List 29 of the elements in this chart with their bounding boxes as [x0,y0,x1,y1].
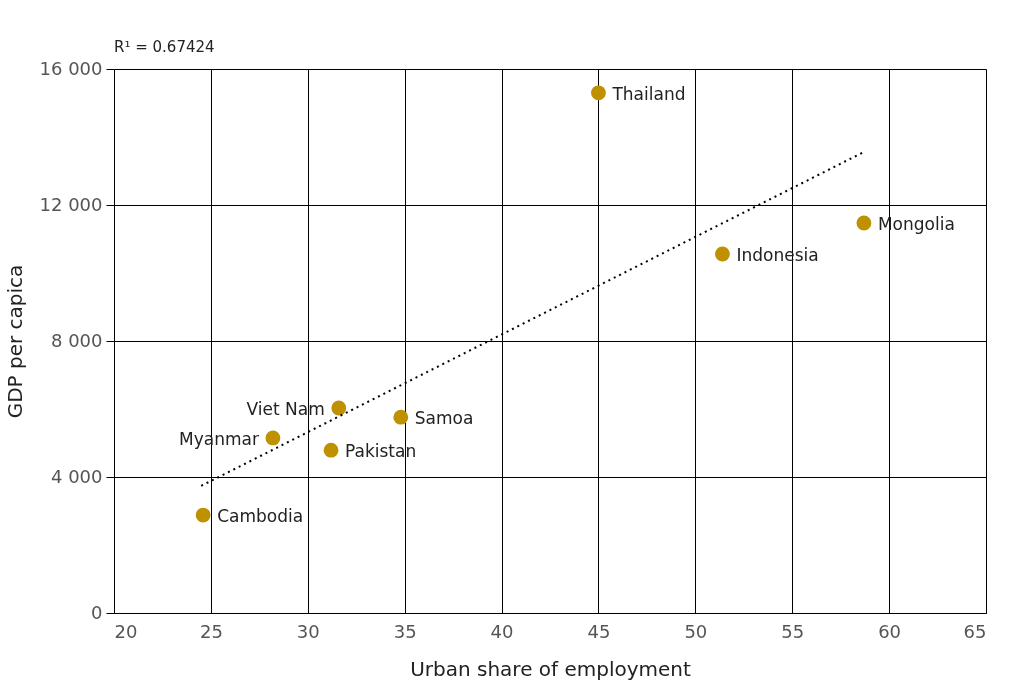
point [323,442,339,458]
point [856,215,872,231]
x-tick-label: 35 [393,620,417,642]
x-tick-label: 50 [684,620,708,642]
annotation: Thailand [611,83,686,104]
x-tick-label: 25 [199,620,223,642]
text: R¹ = 0.67424 [114,38,215,56]
y-tick-label: 16 000 [39,57,103,79]
y-axis-title: GDP per capica [2,264,27,419]
y-tick-label: 0 [91,601,103,623]
annotation: Samoa [414,408,474,429]
x-axis-title: Urban share of employment [410,656,691,681]
x-tick-label: 40 [490,620,514,642]
point [591,85,606,101]
y-tick-label: 8 000 [50,329,103,351]
point [331,400,347,416]
x-tick-label: 45 [587,620,611,642]
annotation: Cambodia [217,506,304,527]
y-tick-label: 4 000 [50,465,103,487]
x-tick-label: 30 [296,620,320,642]
x-tick-label: 55 [781,620,805,642]
y-tick-label: 12 000 [39,193,103,215]
x-tick-label: 60 [878,620,902,642]
point [715,246,730,262]
point [393,409,409,425]
x-tick-label: 65 [963,620,987,642]
x-tick-label: 20 [114,620,138,642]
point [265,430,281,446]
point [195,507,211,523]
